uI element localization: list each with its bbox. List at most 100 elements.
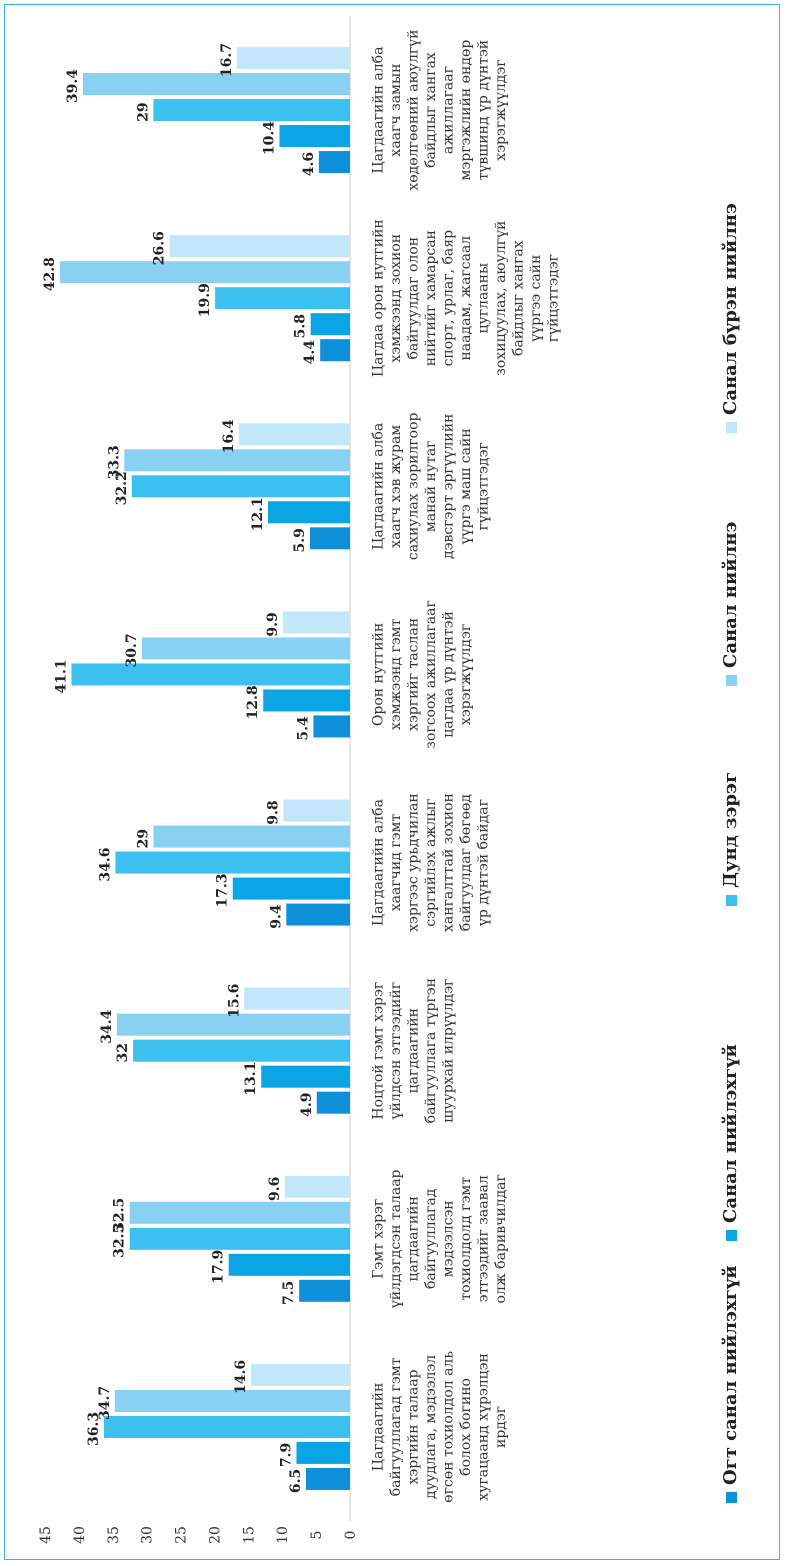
bar: [116, 1013, 350, 1036]
data-label: 32.2: [114, 471, 130, 505]
data-label: 4.6: [301, 152, 317, 176]
y-tick-label: 25: [174, 1526, 190, 1544]
data-label: 36.3: [86, 1412, 102, 1446]
data-label: 33.3: [106, 445, 122, 479]
bar: [283, 799, 351, 822]
bar-chart: 0 5 10 15 20 25 30 35 40 45 6.5 7.9 36.334.7 14.6 Цагд…: [38, 16, 741, 1544]
data-label: 32.5: [112, 1224, 128, 1258]
legend-label: Санал бүрэн нийлнэ: [720, 203, 741, 415]
bar: [82, 73, 350, 96]
bar: [129, 1201, 350, 1224]
data-label: 9.6: [267, 1177, 283, 1201]
bar: [103, 1415, 351, 1438]
y-tick-label: 5: [309, 1531, 325, 1540]
bar: [169, 235, 350, 258]
bar: [284, 1175, 350, 1198]
data-label: 12.1: [250, 497, 266, 531]
data-label: 9.4: [268, 904, 284, 929]
legend-swatch: [726, 895, 737, 906]
data-label: 34.7: [97, 1386, 113, 1420]
y-tick-label: 20: [207, 1526, 223, 1544]
bar: [261, 1065, 351, 1088]
data-label: 29: [135, 102, 151, 121]
bar: [263, 689, 350, 712]
bar: [133, 1039, 350, 1062]
data-label: 34.6: [97, 848, 113, 882]
data-label: 7.5: [281, 1281, 297, 1305]
data-label: 14.6: [233, 1360, 249, 1394]
legend-swatch: [726, 675, 737, 686]
legend-swatch: [726, 422, 737, 433]
bar: [251, 1363, 351, 1386]
bar: [129, 1227, 350, 1250]
y-tick-label: 45: [38, 1526, 54, 1544]
data-label: 16.4: [221, 419, 237, 453]
bar: [215, 287, 350, 310]
y-tick-label: 10: [275, 1526, 291, 1544]
data-label: 9.9: [265, 612, 281, 636]
bar: [244, 987, 350, 1010]
bar: [71, 663, 351, 686]
bar: [153, 99, 350, 122]
data-label: 9.8: [266, 800, 282, 824]
data-label: 5.8: [293, 314, 309, 338]
category-label: Ноцтой гэмт хэрэг үйлдсэн этгээдийг цагдаа…: [371, 978, 457, 1123]
bar: [282, 611, 350, 634]
bar: [131, 475, 350, 498]
category-label: Цагдаагийн алба хаагч хэв журам сахиулах з…: [371, 412, 492, 560]
data-label: 42.8: [42, 257, 58, 291]
legend-label: Огт санал нийлэхгүй: [720, 1265, 741, 1485]
bar: [114, 1389, 350, 1412]
bar: [305, 1467, 351, 1490]
data-label: 4.9: [299, 1093, 315, 1117]
category-label: Орон нутгийн хэмжээнд гэмт хэргийг таслан з…: [371, 600, 475, 749]
bar: [320, 339, 350, 362]
data-label: 39.4: [65, 69, 81, 103]
bar: [316, 1091, 350, 1114]
data-label: 29: [135, 829, 151, 848]
data-label: 15.6: [226, 984, 242, 1018]
legend-swatch: [726, 1492, 737, 1503]
data-label: 26.6: [152, 231, 168, 265]
y-tick-label: 0: [343, 1531, 359, 1540]
legend-swatch: [726, 1230, 737, 1241]
data-label: 19.9: [197, 283, 213, 317]
category-label: Гэмт хэрэг үйлдэгдсэн талаар цагдаагийн бай…: [371, 1169, 510, 1309]
data-label: 16.7: [219, 43, 235, 77]
data-label: 32: [115, 1043, 131, 1062]
bar: [115, 851, 350, 874]
bar: [313, 715, 350, 738]
bar: [310, 527, 350, 550]
rotated-chart-canvas: 0 5 10 15 20 25 30 35 40 45 6.5 7.9 36.3 34.7 14.6 Цагд…: [5, 5, 781, 1561]
data-label: 4.4: [302, 340, 318, 365]
data-label: 13.1: [243, 1062, 259, 1096]
data-label: 34.4: [99, 1009, 115, 1043]
data-label: 6.5: [288, 1469, 304, 1493]
bar: [124, 449, 350, 472]
category-label: Цагдаагийн байгууллагад гэмт хэргийн талаа…: [371, 1351, 510, 1503]
y-tick-label: 30: [140, 1526, 156, 1544]
bar: [228, 1253, 350, 1276]
data-label: 30.7: [124, 633, 140, 667]
category-label: Цагдаагийн алба хаагч замын хөдөлгөөний аю…: [371, 29, 510, 190]
bar: [279, 125, 350, 148]
chart-frame: 0 5 10 15 20 25 30 35 40 45 6.5 7.9 36.3 34.7 14.6 Цагд…: [4, 4, 780, 1560]
bar: [267, 501, 350, 524]
bar: [236, 47, 350, 70]
bar: [232, 877, 350, 900]
data-label: 32.5: [112, 1198, 128, 1232]
bar: [286, 903, 350, 926]
data-label: 5.9: [292, 528, 308, 552]
bar: [318, 151, 351, 174]
data-label: 12.8: [245, 685, 261, 719]
bar: [296, 1441, 351, 1464]
data-label: 7.9: [278, 1443, 294, 1467]
bar: [238, 423, 351, 446]
data-label: 10.4: [262, 121, 278, 155]
legend-label: Санал нийлэхгүй: [720, 1044, 741, 1223]
data-label: 17.9: [211, 1250, 227, 1284]
y-tick-label: 40: [72, 1526, 88, 1544]
category-label: Цагдаагийн алба хаагчид гэмт хэргээс урьдч…: [371, 793, 492, 932]
legend-label: Дунд зэрэг: [720, 772, 741, 888]
bar: [59, 261, 351, 284]
